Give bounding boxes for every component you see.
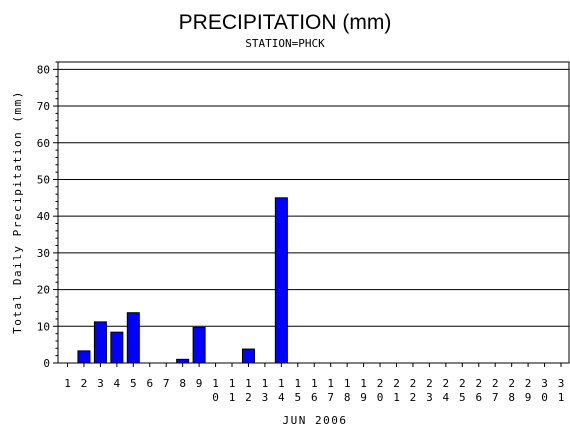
- x-axis-label: JUN 2006: [283, 414, 348, 427]
- y-tick-label: 60: [37, 137, 50, 150]
- y-tick-label: 10: [37, 320, 50, 333]
- x-tick-label: 2: [81, 377, 88, 390]
- bar: [176, 358, 190, 364]
- y-tick-label: 70: [37, 100, 50, 113]
- x-tick-label: 8: [179, 377, 186, 390]
- bars: [77, 197, 288, 364]
- gridlines: [58, 68, 569, 327]
- plot-frame: [57, 61, 570, 364]
- y-axis-label: Total Daily Precipitation (mm): [11, 90, 24, 334]
- y-tick-label: 0: [43, 357, 50, 370]
- bar: [241, 348, 255, 364]
- x-tick-label: 3: [97, 377, 104, 390]
- chart-subtitle: STATION=PHCK: [245, 37, 325, 50]
- x-tick-label: 4: [114, 377, 121, 390]
- y-tick-label: 40: [37, 210, 50, 223]
- x-tick-label: 1: [64, 377, 71, 390]
- y-axis-ticks: 0 10 20 30 40 50 60 70 80: [37, 61, 58, 370]
- y-tick-label: 20: [37, 284, 50, 297]
- x-tick-label: 6: [146, 377, 153, 390]
- bar: [110, 331, 124, 364]
- bar: [192, 326, 206, 364]
- bar: [126, 312, 140, 364]
- bar: [274, 197, 288, 364]
- x-tick-label: 7: [163, 377, 170, 390]
- bar: [93, 321, 107, 364]
- y-tick-label: 30: [37, 247, 50, 260]
- y-tick-label: 50: [37, 173, 50, 186]
- x-tick-label: 5: [130, 377, 137, 390]
- chart-title: PRECIPITATION (mm): [179, 11, 392, 34]
- bar: [77, 350, 91, 364]
- x-tick-label: 9: [196, 377, 203, 390]
- x-axis-ticks: 1 2 3 4 5 6 7 8 9 1 01 11 21 31 41 51 61 71 81 92 02 12 22 32 42…: [64, 363, 564, 404]
- y-tick-label: 80: [37, 63, 50, 76]
